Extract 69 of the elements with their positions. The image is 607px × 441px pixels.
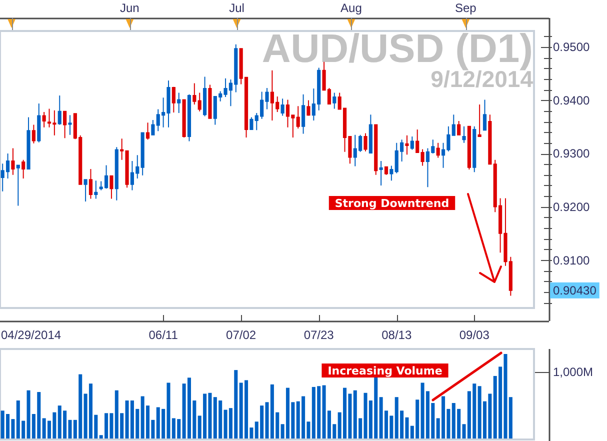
candlestick [488,114,492,165]
y-tick-label: 0.9400 [553,93,590,108]
candlestick [114,146,118,201]
candlestick [436,142,440,158]
candlestick [467,126,471,170]
y-tick-label: 0.9100 [553,253,590,268]
x2-tick-label: Sep [455,1,477,15]
annotation: Increasing Volume [328,364,442,378]
x2-tick-label: Jun [120,1,140,15]
candlestick [198,92,202,112]
candlestick [374,124,378,176]
candlestick [140,132,144,176]
candlestick [110,175,114,200]
x2-tick-label: Aug [340,1,362,15]
x2-tick-label: Jul [229,1,244,15]
x-tick-label: 06/11 [148,328,178,342]
text: 0.90430 [553,284,597,298]
candlestick [172,86,176,113]
candlestick [177,92,181,114]
candlestick [151,119,155,136]
candlestick [368,114,372,154]
candlestick [332,92,336,110]
candlestick [88,168,93,200]
candlestick [192,82,196,106]
candlestick [146,122,150,140]
candlestick [187,94,192,142]
candlestick [32,124,36,144]
x-tick-label: 07/02 [226,328,256,342]
candlestick [26,116,30,170]
x-tick-label: 08/13 [382,328,412,342]
candlestick [94,180,98,200]
candlestick [390,165,394,182]
candlestick [16,164,20,206]
candlestick [457,120,461,136]
candlestick [37,102,41,143]
candlestick [63,110,67,139]
y-tick-label: 0.9200 [553,200,590,214]
text: 1,000M [553,364,594,379]
x-tick-label: 09/03 [459,328,490,342]
y-tick-label: 0.9500 [553,40,590,54]
y-tick-label: 0.9300 [553,146,590,161]
candlestick [280,98,284,116]
candlestick [472,126,476,173]
x-tick-label: 07/23 [304,328,334,342]
candlestick [379,160,383,186]
chart-title: AUD/USD (D1) [262,27,533,71]
candlestick [410,136,414,150]
candlestick [296,106,300,129]
candlestick [384,166,388,176]
candlestick [84,179,88,202]
candlestick [405,134,409,156]
candlestick [11,148,15,176]
text: 04/29/2014 [1,328,62,342]
candlestick [482,99,487,131]
candlestick [478,104,482,138]
candlestick [208,84,212,119]
candlestick [364,132,368,152]
candlestick [42,111,46,128]
bar [508,397,512,438]
candlestick [250,116,254,130]
candlestick [182,99,186,138]
candlestick [58,94,62,126]
candlestick [301,94,306,134]
candlestick [462,126,466,144]
candlestick [306,100,310,116]
candlestick [68,114,72,136]
candlestick [202,76,207,117]
candlestick [22,159,26,180]
annotation: Strong Downtrend [334,196,450,210]
